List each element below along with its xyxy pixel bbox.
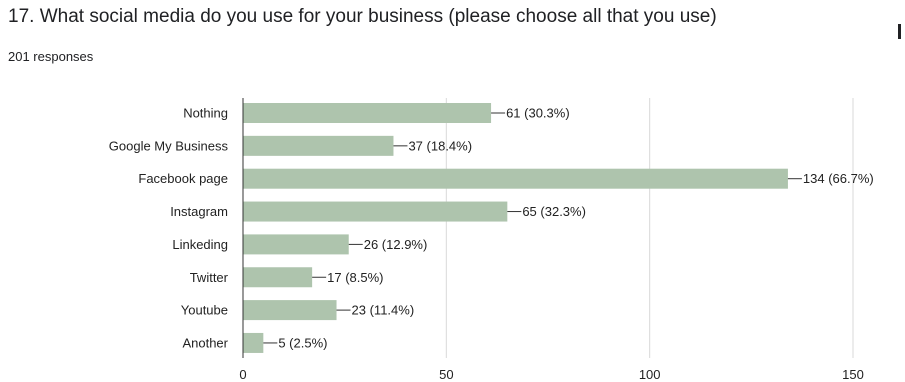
data-label: 37 (18.4%)	[408, 138, 472, 153]
category-label: Another	[182, 335, 228, 350]
category-label: Twitter	[190, 270, 229, 285]
data-label: 65 (32.3%)	[522, 204, 586, 219]
bar	[243, 234, 349, 255]
bar	[243, 300, 337, 321]
category-label: Youtube	[181, 303, 228, 318]
data-label: 23 (11.4%)	[352, 303, 415, 318]
edge-marker	[898, 24, 901, 39]
category-label: Instagram	[170, 204, 228, 219]
x-tick-label: 100	[639, 367, 661, 382]
bar	[243, 168, 788, 189]
data-label: 5 (2.5%)	[278, 335, 327, 350]
bar	[243, 135, 394, 156]
bar	[243, 103, 492, 123]
data-label: 26 (12.9%)	[364, 237, 428, 252]
category-label: Facebook page	[138, 171, 228, 186]
x-tick-label: 0	[239, 367, 246, 382]
response-count: 201 responses	[8, 49, 94, 64]
bar	[243, 201, 508, 222]
x-tick-label: 150	[842, 367, 864, 382]
question-title: 17. What social media do you use for you…	[8, 6, 717, 27]
category-label: Google My Business	[109, 138, 229, 153]
category-label: Linkeding	[172, 237, 228, 252]
bar	[243, 267, 313, 288]
data-label: 61 (30.3%)	[506, 106, 570, 121]
x-tick-label: 50	[439, 367, 453, 382]
data-label: 134 (66.7%)	[803, 171, 874, 186]
data-label: 17 (8.5%)	[327, 270, 383, 285]
bar	[243, 332, 264, 353]
category-label: Nothing	[183, 106, 228, 121]
